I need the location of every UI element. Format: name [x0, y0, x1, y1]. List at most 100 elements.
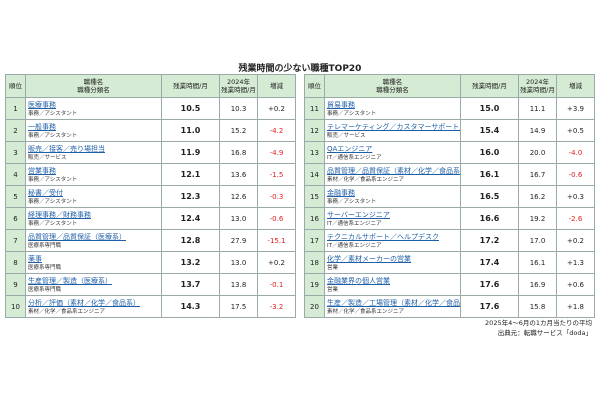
row: 3 販売／接客／売り場担当 販売／サービス 11.9 16.8 -4.9 — [5, 141, 296, 164]
hours: 12.3 — [161, 185, 220, 208]
rank: 3 — [5, 141, 26, 164]
job-category: IT／通信系エンジニア — [327, 154, 382, 161]
rank: 13 — [304, 141, 325, 164]
job-cell: 経理事務／財務事務 事務／アシスタント — [25, 207, 162, 230]
change: -2.6 — [556, 207, 595, 230]
row: 5 秘書／受付 事務／アシスタント 12.3 12.6 -0.3 — [5, 185, 296, 208]
job-cell: サーバーエンジニア IT／通信系エンジニア — [324, 207, 461, 230]
job-category: 事務／アシスタント — [28, 110, 78, 117]
job-category: 素材／化学／食品系エンジニア — [28, 308, 106, 315]
hours-2024: 19.2 — [518, 207, 557, 230]
hours-2024: 13.6 — [219, 163, 258, 186]
job-cell: 生産／製造／工場管理（素材／化学／食品系） 素材／化学／食品系エンジニア — [324, 295, 461, 318]
job-name: 品質管理／品質保証（素材／化学／食品系） — [327, 166, 461, 175]
job-name: 営業事務 — [28, 166, 56, 175]
job-name: 分析／評価（素材／化学／食品系） — [28, 298, 140, 307]
header-text: 2024年 — [226, 78, 251, 86]
row: 20 生産／製造／工場管理（素材／化学／食品系） 素材／化学／食品系エンジニア 17.… — [304, 295, 595, 318]
hours-2024: 13.0 — [219, 251, 258, 274]
job-category: 医療系専門職 — [28, 242, 62, 249]
job-category: 営業 — [327, 286, 339, 293]
job-cell: 販売／接客／売り場担当 販売／サービス — [25, 141, 162, 164]
row: 19 金融業界の個人営業 営業 17.6 16.9 +0.6 — [304, 273, 595, 296]
row: 6 経理事務／財務事務 事務／アシスタント 12.4 13.0 -0.6 — [5, 207, 296, 230]
change: +0.6 — [556, 273, 595, 296]
job-category: 事務／アシスタント — [28, 220, 78, 227]
hours-2024: 15.8 — [518, 295, 557, 318]
hours: 16.1 — [460, 163, 519, 186]
job-name: QAエンジニア — [327, 144, 373, 153]
header-text: 職種名 — [83, 78, 104, 86]
rank: 11 — [304, 97, 325, 120]
rank: 20 — [304, 295, 325, 318]
row: 1 医療事務 事務／アシスタント 10.5 10.3 +0.2 — [5, 97, 296, 120]
hours-2024: 14.9 — [518, 119, 557, 142]
header-cell: 順位 — [5, 74, 26, 98]
header-text: 増減 — [270, 82, 283, 90]
hours-2024: 12.6 — [219, 185, 258, 208]
header-text: 職種分類名 — [77, 86, 110, 94]
hours-2024: 10.3 — [219, 97, 258, 120]
job-category: 販売／サービス — [28, 154, 67, 161]
header-text: 順位 — [9, 82, 22, 90]
hours: 13.7 — [161, 273, 220, 296]
rank: 14 — [304, 163, 325, 186]
header-text: 増減 — [569, 82, 582, 90]
rank: 15 — [304, 185, 325, 208]
hours: 11.9 — [161, 141, 220, 164]
change: -3.2 — [257, 295, 296, 318]
change: -4.2 — [257, 119, 296, 142]
job-category: IT／通信系エンジニア — [327, 242, 382, 249]
change: -15.1 — [257, 229, 296, 252]
title: 残業時間の少ない職種TOP20 — [238, 64, 362, 74]
change: -0.6 — [257, 207, 296, 230]
job-name: 品質管理／品質保証（医療系） — [28, 232, 126, 241]
header-text: 残業時間/月 — [221, 86, 256, 94]
job-name: 金融業界の個人営業 — [327, 276, 390, 285]
rank: 7 — [5, 229, 26, 252]
hours: 17.6 — [460, 273, 519, 296]
header-text: 残業時間/月 — [472, 82, 507, 90]
header-cell: 残業時間/月 — [460, 74, 519, 98]
header-row: 順位 職種名 職種分類名 残業時間/月 2024年 残業時間/月 増減 — [304, 74, 595, 98]
row: 8 薬事 医療系専門職 13.2 13.0 +0.2 — [5, 251, 296, 274]
job-category: 事務／アシスタント — [327, 110, 377, 117]
row: 14 品質管理／品質保証（素材／化学／食品系） 素材／化学／食品系エンジニア 16.1… — [304, 163, 595, 186]
hours-2024: 17.0 — [518, 229, 557, 252]
job-cell: 営業事務 事務／アシスタント — [25, 163, 162, 186]
job-cell: 品質管理／品質保証（医療系） 医療系専門職 — [25, 229, 162, 252]
row: 7 品質管理／品質保証（医療系） 医療系専門職 12.8 27.9 -15.1 — [5, 229, 296, 252]
job-category: 医療系専門職 — [28, 286, 62, 293]
header-cell: 順位 — [304, 74, 325, 98]
change: +1.3 — [556, 251, 595, 274]
change: +0.3 — [556, 185, 595, 208]
job-cell: 生産管理／製造（医療系） 医療系専門職 — [25, 273, 162, 296]
change: -4.9 — [257, 141, 296, 164]
hours: 12.1 — [161, 163, 220, 186]
rank: 2 — [5, 119, 26, 142]
rank: 17 — [304, 229, 325, 252]
hours-2024: 16.8 — [219, 141, 258, 164]
rank: 4 — [5, 163, 26, 186]
hours-2024: 13.0 — [219, 207, 258, 230]
header-cell: 職種名 職種分類名 — [324, 74, 461, 98]
rank: 9 — [5, 273, 26, 296]
job-name: 貿易事務 — [327, 100, 355, 109]
header-cell: 残業時間/月 — [161, 74, 220, 98]
row: 9 生産管理／製造（医療系） 医療系専門職 13.7 13.8 -0.1 — [5, 273, 296, 296]
job-cell: 一般事務 事務／アシスタント — [25, 119, 162, 142]
job-name: 化学／素材メーカーの営業 — [327, 254, 411, 263]
job-name: 金融事務 — [327, 188, 355, 197]
rank: 16 — [304, 207, 325, 230]
job-name: テクニカルサポート／ヘルプデスク — [327, 232, 439, 241]
job-category: 事務／アシスタント — [28, 176, 78, 183]
row: 12テレマーケティング／カスタマーサポート／コールセンター販売／サービス15.4… — [304, 119, 595, 142]
row: 16 サーバーエンジニア IT／通信系エンジニア 16.6 19.2 -2.6 — [304, 207, 595, 230]
rank: 5 — [5, 185, 26, 208]
job-category: IT／通信系エンジニア — [327, 220, 382, 227]
change: -0.1 — [257, 273, 296, 296]
header-text: 残業時間/月 — [520, 86, 555, 94]
header-cell: 増減 — [257, 74, 296, 98]
header-cell: 2024年 残業時間/月 — [219, 74, 258, 98]
job-cell: QAエンジニア IT／通信系エンジニア — [324, 141, 461, 164]
